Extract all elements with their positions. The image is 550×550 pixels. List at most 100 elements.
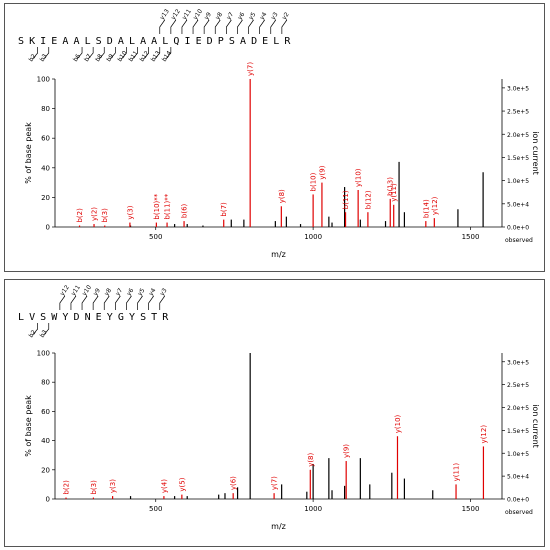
y-fragment-label: y13 [159,8,171,21]
b-fragment-label: b13 [150,50,162,64]
b-fragment-bracket [110,47,116,60]
sequence-letter: Q [173,36,179,47]
y-fragment-label: y9 [92,287,102,297]
y-fragment-bracket [237,19,243,34]
y-fragment-label: y6 [236,11,246,21]
b-fragment-label: b8 [94,53,104,63]
y2-tick-label: 3.0e+5 [507,85,529,92]
peak-label: b(7) [220,202,228,217]
sequence-letter: D [73,312,79,323]
b-fragment-bracket [132,47,138,60]
sequence-letter: D [251,36,257,47]
b-fragment-bracket [165,47,172,60]
y2-axis-title: ion current [531,131,540,175]
peak-label: b(11)** [164,193,172,219]
y2-tick-label: 1.5e+5 [507,155,529,162]
y-axis-title: % of base peak [24,122,33,184]
sequence-letter: Y [129,312,135,323]
x-axis-title: m/z [271,522,286,531]
b-fragment-label: b6 [72,53,82,63]
y2-tick-label: 5.0e+4 [507,474,529,481]
sequence-letter: S [229,36,235,47]
y-tick-label: 100 [37,76,50,84]
y-fragment-label: y5 [136,287,146,297]
peak-label: y(5) [178,477,186,491]
y-tick-label: 40 [41,437,50,445]
observed-label: observed [505,509,533,516]
sequence-letter: K [29,36,35,47]
y-fragment-label: y4 [148,287,158,297]
peak-label: y(12) [431,196,439,215]
y-fragment-label: y6 [125,287,135,297]
y-fragment-bracket [192,19,199,34]
y-fragment-label: y12 [59,284,71,297]
y2-tick-label: 0.0e+0 [507,225,529,232]
b-fragment-label: b7 [83,53,93,63]
peak-label: b(12) [364,190,372,209]
peak-label: y(8) [307,452,315,466]
y2-axis-title: ion current [531,404,540,448]
sequence-letter: Y [107,312,113,323]
x-tick-label: 500 [149,233,162,241]
b-fragment-bracket [98,47,105,60]
sequence-letter: S [18,36,24,47]
y-tick-label: 80 [41,105,50,113]
y-fragment-bracket [259,19,265,34]
sequence-letter: A [73,36,79,47]
y-fragment-bracket [248,19,254,34]
b-fragment-bracket [43,323,50,336]
y-tick-label: 80 [41,379,50,387]
b-fragment-label: b10 [116,50,128,64]
b-fragment-label: b9 [105,53,115,63]
sequence-letter: L [273,36,279,47]
sequence-letter: Y [62,312,68,323]
y-tick-label: 0 [46,224,50,232]
peak-label: y(10) [355,168,363,187]
peak-label: y(11) [390,183,398,202]
y-fragment-bracket [203,19,210,34]
sequence-letter: A [118,36,124,47]
y-fragment-bracket [137,295,143,310]
peak-label: y(11) [453,463,461,482]
peak-label: y(9) [318,165,326,179]
y-tick-label: 0 [46,496,50,504]
y-fragment-label: y8 [103,287,113,297]
b-fragment-bracket [87,47,94,60]
sequence-letter: N [85,312,91,323]
y-fragment-label: y2 [281,11,291,21]
sequence-letter: D [107,36,113,47]
peak-label: b(10) [310,172,318,191]
y2-tick-label: 2.0e+5 [507,132,529,139]
y-fragment-label: y10 [81,284,93,297]
y2-tick-label: 2.5e+5 [507,382,529,389]
sequence-letter: L [162,36,168,47]
sequence-letter: D [207,36,213,47]
y-fragment-label: y12 [170,8,182,21]
b-fragment-bracket [154,47,161,60]
peak-label: y(12) [480,425,488,444]
y-fragment-label: y4 [259,11,269,21]
peak-label: y(9) [343,444,351,458]
sequence-letter: I [40,36,46,47]
y2-tick-label: 5.0e+4 [507,201,529,208]
y2-tick-label: 3.0e+5 [507,359,529,366]
sequence-letter: I [184,36,190,47]
x-tick-label: 1500 [462,505,480,513]
peak-label: b(14) [422,199,430,218]
y-fragment-bracket [214,19,221,34]
sequence-letter: L [85,36,91,47]
sequence-letter: E [51,36,57,47]
sequence-letter: T [151,312,157,323]
sequence-letter: A [151,36,157,47]
peak-label: b(2) [76,208,84,223]
sequence-letter: W [51,312,58,323]
b-fragment-label: b11 [127,50,139,64]
peak-label: y(7) [247,62,255,76]
y-fragment-label: y5 [247,11,257,21]
sequence-letter: L [18,312,24,323]
sequence-letter: A [240,36,246,47]
y-fragment-label: y8 [214,11,224,21]
